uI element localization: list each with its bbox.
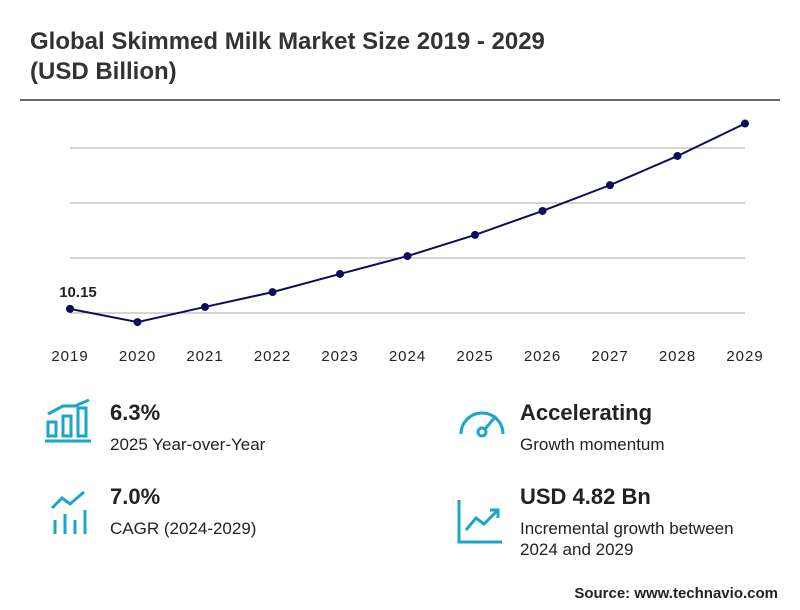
chart-title: Global Skimmed Milk Market Size 2019 - 2… [30, 28, 545, 55]
kpi-value: 6.3% [110, 400, 161, 425]
point [201, 302, 209, 311]
x-tick-label: 2028 [659, 348, 696, 365]
point [538, 206, 547, 215]
x-tick-label: 2027 [591, 348, 628, 365]
kpi-value: 7.0% [110, 484, 161, 509]
kpi-value: Accelerating [520, 400, 653, 425]
chart: 2019 2020 2021 2022 2023 2024 2025 2026 2027 2028… [51, 119, 763, 365]
x-tick-label: 2021 [186, 348, 223, 365]
kpi-label: Growth momentum [520, 435, 665, 454]
point [403, 252, 412, 261]
source: Source: www.technavio.com [574, 585, 778, 602]
kpi: 7.0% CAGR (2024-2029) [110, 484, 340, 539]
bar-icon [45, 398, 91, 443]
kpi: USD 4.82 Bn Incremental growth between 20… [520, 484, 750, 560]
x-tick-label: 2026 [524, 348, 561, 365]
kpi: Accelerating Growth momentum [520, 400, 750, 455]
kpi-value: USD 4.82 Bn [520, 484, 651, 509]
growth-icon [457, 500, 502, 544]
chart-subtitle: (USD Billion) [30, 58, 177, 85]
point [268, 288, 277, 297]
kpi-label: CAGR (2024-2029) [110, 519, 257, 538]
trend-icon [50, 490, 87, 534]
x-tick-label: 2029 [726, 348, 763, 365]
point [606, 181, 614, 190]
point [336, 269, 344, 278]
line [69, 122, 746, 324]
kpi-label: Incremental growth between 2024 and 2029 [520, 519, 734, 559]
x-tick-label: 2019 [51, 348, 88, 365]
point [741, 119, 749, 128]
point [673, 151, 682, 160]
point [133, 318, 142, 327]
x-tick-label: 2023 [321, 348, 358, 365]
x-tick-label: 2025 [456, 348, 493, 365]
point [471, 230, 479, 239]
data-label: 10.15 [59, 284, 97, 301]
x-tick-label: 2024 [389, 348, 426, 365]
x-tick-label: 2022 [254, 348, 291, 365]
kpi-label: 2025 Year-over-Year [110, 435, 266, 454]
divider [20, 99, 780, 101]
kpi: 6.3% 2025 Year-over-Year [110, 400, 340, 455]
gauge-icon [459, 411, 505, 438]
x-tick-label: 2020 [119, 348, 156, 365]
point [66, 304, 74, 313]
